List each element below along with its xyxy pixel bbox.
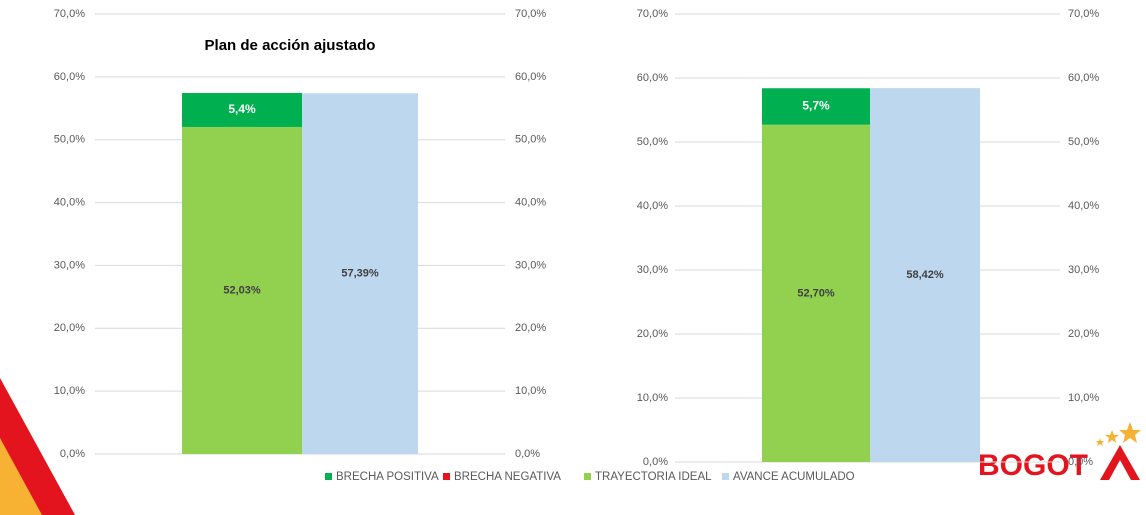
y-tick-label: 60,0% (637, 72, 668, 84)
logo-star (1119, 422, 1141, 443)
chart-title: Plan de acción ajustado (205, 37, 376, 54)
data-label: 52,03% (223, 284, 261, 296)
y-tick-label: 20,0% (54, 322, 85, 334)
y2-tick-label: 20,0% (515, 322, 546, 334)
y-tick-label: 20,0% (637, 328, 668, 340)
y-tick-label: 0,0% (60, 448, 85, 460)
y2-tick-label: 10,0% (1068, 392, 1099, 404)
logo-shape (0, 438, 42, 515)
data-label: 5,7% (802, 99, 830, 113)
y2-tick-label: 40,0% (515, 196, 546, 208)
data-label: 58,42% (906, 269, 944, 281)
bar (870, 88, 980, 462)
y-tick-label: 50,0% (637, 136, 668, 148)
y2-tick-label: 50,0% (515, 134, 546, 146)
legend-label: AVANCE ACUMULADO (733, 471, 855, 483)
bar (182, 93, 302, 127)
legend-label: BRECHA POSITIVA (336, 471, 439, 483)
y-tick-label: 30,0% (54, 259, 85, 271)
y2-tick-label: 60,0% (515, 71, 546, 83)
y2-tick-label: 70,0% (1068, 8, 1099, 20)
y-tick-label: 60,0% (54, 71, 85, 83)
logo-shape (1100, 445, 1140, 480)
data-label: 52,70% (797, 287, 835, 299)
legend-swatch (584, 473, 591, 480)
y-tick-label: 70,0% (637, 8, 668, 20)
legend-swatch (722, 473, 729, 480)
y2-tick-label: 40,0% (1068, 200, 1099, 212)
legend-swatch (325, 473, 332, 480)
y-tick-label: 10,0% (54, 385, 85, 397)
y2-tick-label: 10,0% (515, 385, 546, 397)
data-label: 57,39% (341, 268, 379, 280)
y-tick-label: 10,0% (637, 392, 668, 404)
legend-label: TRAYECTORIA IDEAL (595, 471, 712, 483)
y2-tick-label: 20,0% (1068, 328, 1099, 340)
y-tick-label: 0,0% (643, 456, 668, 468)
y-tick-label: 50,0% (54, 134, 85, 146)
y2-tick-label: 30,0% (1068, 264, 1099, 276)
y2-tick-label: 30,0% (515, 259, 546, 271)
y2-tick-label: 60,0% (1068, 72, 1099, 84)
y-tick-label: 70,0% (54, 8, 85, 20)
y2-tick-label: 50,0% (1068, 136, 1099, 148)
bar (762, 124, 870, 462)
legend-swatch (443, 473, 450, 480)
logo-star (1096, 438, 1104, 446)
y2-tick-label: 70,0% (515, 8, 546, 20)
data-label: 5,4% (228, 102, 256, 116)
bar (762, 88, 870, 125)
bar (302, 93, 418, 455)
y2-tick-label: 0,0% (1068, 456, 1093, 468)
y2-tick-label: 0,0% (515, 448, 540, 460)
bar (182, 126, 302, 454)
y-tick-label: 40,0% (637, 200, 668, 212)
legend-label: BRECHA NEGATIVA (454, 471, 561, 483)
logo-star (1105, 430, 1119, 443)
logo-text: BOGOT (978, 449, 1088, 482)
y-tick-label: 30,0% (637, 264, 668, 276)
y-tick-label: 40,0% (54, 196, 85, 208)
